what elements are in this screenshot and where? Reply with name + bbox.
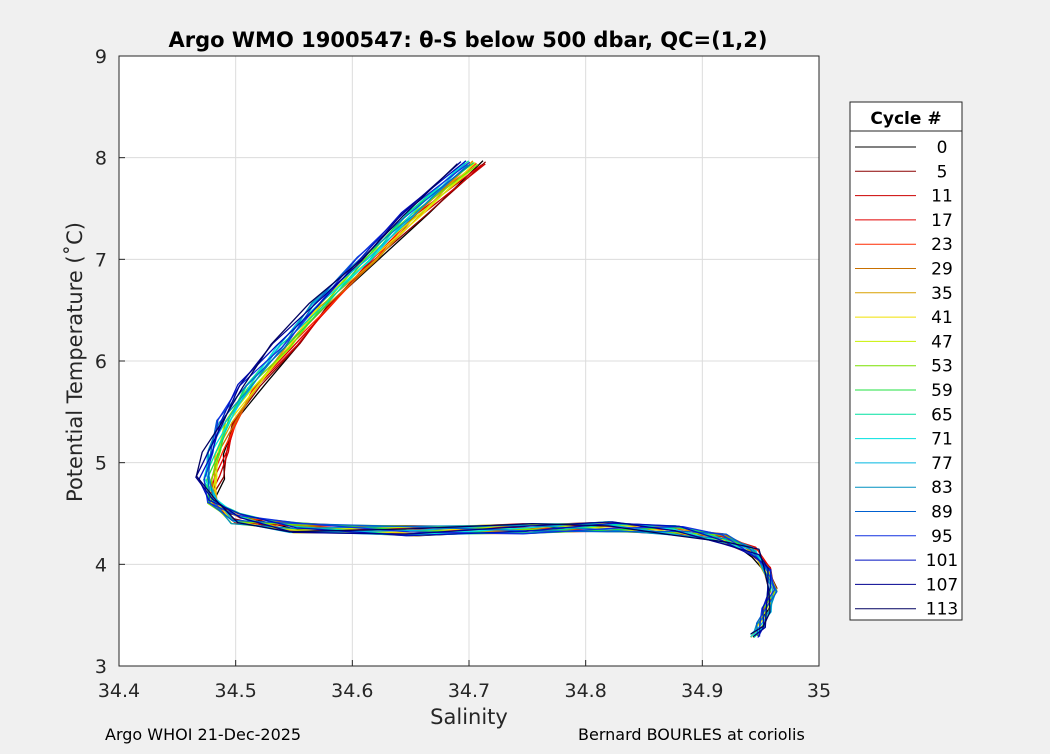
x-tick-label: 34.8: [565, 680, 607, 702]
legend-label: 5: [937, 162, 948, 182]
y-axis-label: Potential Temperature (˚C): [63, 222, 87, 502]
chart-title: Argo WMO 1900547: θ-S below 500 dbar, QC…: [169, 28, 768, 52]
x-tick-label: 34.7: [448, 680, 490, 702]
x-tick-label: 34.9: [681, 680, 723, 702]
footer-left: Argo WHOI 21-Dec-2025: [105, 725, 301, 744]
legend-label: 107: [926, 575, 958, 595]
x-axis-label: Salinity: [430, 705, 508, 729]
y-tick-label: 8: [95, 148, 107, 170]
profile-line-cycle-95: [203, 161, 775, 637]
legend-label: 101: [926, 551, 958, 571]
legend-label: 77: [931, 454, 953, 474]
legend: Cycle # 0 5 11 17 23 29 35 41 47 53 59 65 71 77 83 89 95…: [849, 101, 963, 621]
legend-label: 23: [931, 235, 953, 255]
legend-label: 71: [931, 430, 953, 450]
legend-label: 89: [931, 503, 953, 523]
legend-label: 11: [931, 187, 953, 207]
profile-line-cycle-101: [198, 160, 772, 638]
legend-label: 17: [931, 211, 953, 231]
y-tick-label: 5: [95, 453, 107, 475]
y-tick-label: 3: [95, 656, 107, 678]
legend-label: 113: [926, 600, 958, 620]
legend-title: Cycle #: [870, 109, 941, 129]
legend-label: 95: [931, 527, 953, 547]
y-tick-label: 4: [95, 554, 107, 576]
legend-entries: 0 5 11 17 23 29 35 41 47 53 59 65 71 77 83 89 95 101 107 11…: [855, 138, 958, 620]
legend-label: 83: [931, 478, 953, 498]
legend-label: 29: [931, 260, 953, 280]
x-tick-label: 35: [807, 680, 831, 702]
x-tick-label: 34.6: [331, 680, 373, 702]
legend-label: 35: [931, 284, 953, 304]
footer-right: Bernard BOURLES at coriolis: [578, 725, 805, 744]
y-tick-label: 9: [95, 46, 107, 68]
legend-label: 0: [937, 138, 948, 158]
legend-box: [849, 101, 963, 621]
legend-label: 59: [931, 381, 953, 401]
legend-label: 47: [931, 332, 953, 352]
x-tick-label: 34.5: [215, 680, 257, 702]
legend-label: 65: [931, 405, 953, 425]
profile-lines: [195, 160, 778, 638]
y-tick-label: 6: [95, 351, 107, 373]
profile-line-cycle-113: [195, 163, 771, 635]
axis-ticks: 34.4 34.5 34.6 34.7 34.8 34.9 35 3 4 5 6 7 8 9: [95, 46, 831, 702]
y-tick-label: 7: [95, 249, 107, 271]
legend-label: 53: [931, 357, 953, 377]
x-tick-label: 34.4: [98, 680, 140, 702]
legend-label: 41: [931, 308, 953, 328]
